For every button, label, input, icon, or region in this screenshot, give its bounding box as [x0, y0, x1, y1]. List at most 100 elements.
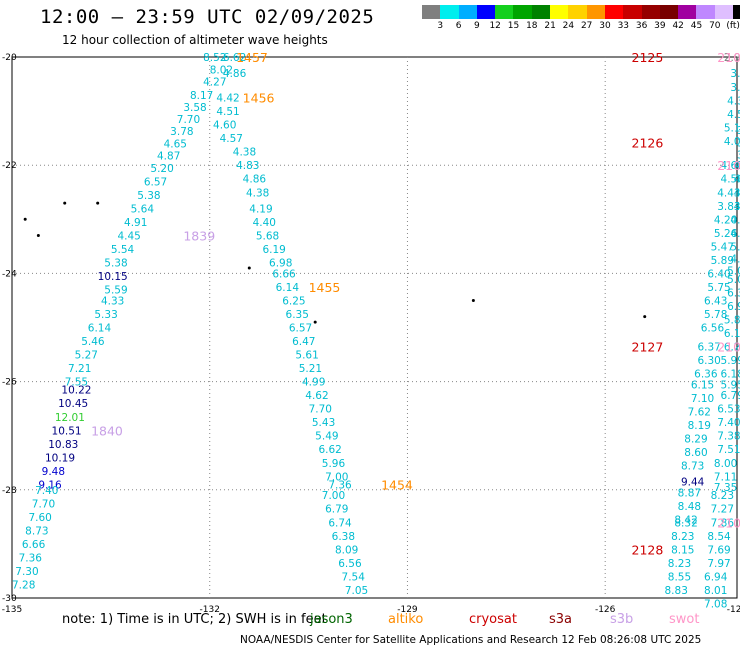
swh-value-label: 8.60 [684, 447, 707, 459]
swh-value-label: 8.55 [668, 571, 691, 583]
swh-value-label: 6.56 [338, 558, 362, 570]
x-tick-label: -129 [397, 605, 418, 615]
colorbar-swatch [623, 5, 642, 19]
swh-value-label: 6.37 [697, 341, 720, 353]
colorbar-label: 6 [455, 21, 462, 31]
swh-value-label: 4.09 [724, 136, 740, 148]
swh-value-label: 6.57 [144, 176, 167, 188]
swh-value-label: 4.56 [721, 174, 740, 186]
footer-note: note: 1) Time is in UTC; 2) SWH is in fe… [62, 612, 327, 627]
swh-value-label: 5.64 [131, 203, 155, 215]
swh-value-label: 7.10 [691, 393, 714, 405]
swh-value-label: 6.14 [88, 323, 112, 335]
swh-value-label: 6.47 [292, 336, 315, 348]
swh-value-label: 8.02 [210, 64, 233, 76]
swh-value-label: 5.84 [724, 314, 740, 326]
colorbar-label: 36 [635, 21, 648, 31]
swh-value-label: 7.36 [328, 479, 352, 491]
swh-value-label: 4.27 [730, 253, 740, 265]
swh-value-label: 3.98 [737, 125, 740, 137]
y-tick-label: -30 [2, 594, 17, 604]
swh-value-label: 6.79 [721, 390, 740, 402]
swh-value-label: 4.60 [213, 120, 236, 132]
swh-value-label: 7.40 [717, 417, 740, 429]
legend-s3a: s3a [549, 612, 573, 627]
colorbar-swatch [513, 5, 532, 19]
swh-value-label: 7.69 [707, 544, 730, 556]
swh-value-label: 7.28 [12, 579, 35, 591]
swh-value-label: 8.32 [674, 517, 697, 529]
swh-value-label: 4.33 [101, 295, 124, 307]
swh-value-label: 5.96 [322, 458, 346, 470]
pass-number-label: 1456 [243, 91, 275, 106]
pass-number-label: 2127 [632, 339, 664, 354]
swh-value-label: 6.91 [727, 301, 740, 313]
swh-value-label: 6.43 [704, 295, 727, 307]
y-tick-label: -26 [2, 378, 17, 388]
y-tick-label: -28 [2, 486, 17, 496]
colorbar-label: 21 [544, 21, 556, 31]
swh-value-label: 2.96 [724, 52, 740, 64]
island-marker [313, 320, 317, 324]
swh-value-label: 10.22 [61, 385, 91, 397]
swh-value-label: 4.43 [717, 187, 740, 199]
swh-value-label: 4.32 [730, 228, 740, 240]
swh-value-label: 5.04 [727, 274, 740, 286]
swh-value-label: 5.38 [137, 190, 160, 202]
swh-value-label: 6.53 [717, 404, 740, 416]
colorbar-swatch [422, 5, 441, 19]
footer-credit: NOAA/NESDIS Center for Satellite Applica… [240, 634, 702, 646]
swh-value-label: 5.46 [81, 336, 105, 348]
swh-value-label: 3.53 [730, 82, 740, 94]
swh-value-label: 7.60 [28, 512, 51, 524]
swh-value-label: 7.21 [68, 363, 91, 375]
swh-value-label: 5.39 [730, 241, 740, 253]
pass-number-label: 2125 [632, 50, 664, 65]
swh-value-label: 4.20 [714, 214, 737, 226]
swh-value-label: 7.36 [19, 552, 43, 564]
swh-value-label: 4.55 [727, 109, 740, 121]
colorbar-swatch [678, 5, 697, 19]
colorbar-label: 42 [672, 21, 684, 31]
pass-number-label: 1455 [309, 280, 341, 295]
swh-value-label: 8.54 [707, 531, 731, 543]
island-marker [63, 201, 67, 205]
colorbar [422, 5, 740, 19]
swh-value-label: 8.87 [678, 488, 701, 500]
swh-value-label: 7.30 [15, 566, 38, 578]
swh-value-label: 7.05 [345, 585, 368, 597]
swh-value-label: 4.91 [124, 217, 147, 229]
swh-value-label: 6.33 [727, 287, 740, 299]
swh-value-label: 10.51 [52, 425, 82, 437]
pass-number-label: 1457 [236, 50, 268, 65]
swh-value-label: 6.35 [286, 309, 309, 321]
y-tick-label: -24 [2, 269, 17, 279]
colorbar-swatch [550, 5, 569, 19]
swh-value-label: 10.15 [98, 271, 128, 283]
colorbar-swatch [733, 5, 740, 19]
swh-value-label: 4.67 [721, 160, 740, 172]
swh-value-label: 8.23 [668, 558, 691, 570]
swh-value-label: 4.62 [305, 390, 328, 402]
swh-value-label: 3.39 [737, 137, 740, 149]
colorbar-label: 30 [599, 21, 611, 31]
swh-value-label: 8.29 [684, 433, 707, 445]
swh-value-label: 8.01 [704, 585, 727, 597]
swh-value-label: 7.38 [717, 431, 740, 443]
swh-value-label: 7.62 [688, 406, 711, 418]
swh-value-label: 5.59 [104, 285, 127, 297]
swh-value-label: 6.98 [269, 258, 292, 270]
swh-value-label: 4.42 [216, 93, 239, 105]
swh-value-label: 4.62 [734, 201, 740, 213]
colorbar-swatch [714, 5, 734, 19]
swh-value-label: 5.43 [312, 417, 335, 429]
colorbar-label: 39 [654, 21, 666, 31]
colorbar-label: 33 [617, 21, 630, 31]
legend-swot: swot [669, 612, 700, 627]
colorbar-label: 70 [709, 21, 721, 31]
colorbar-swatch [586, 5, 605, 19]
colorbar-label: 24 [562, 21, 575, 31]
swh-value-label: 4.45 [734, 187, 740, 199]
swh-value-label: 3.78 [170, 126, 193, 138]
